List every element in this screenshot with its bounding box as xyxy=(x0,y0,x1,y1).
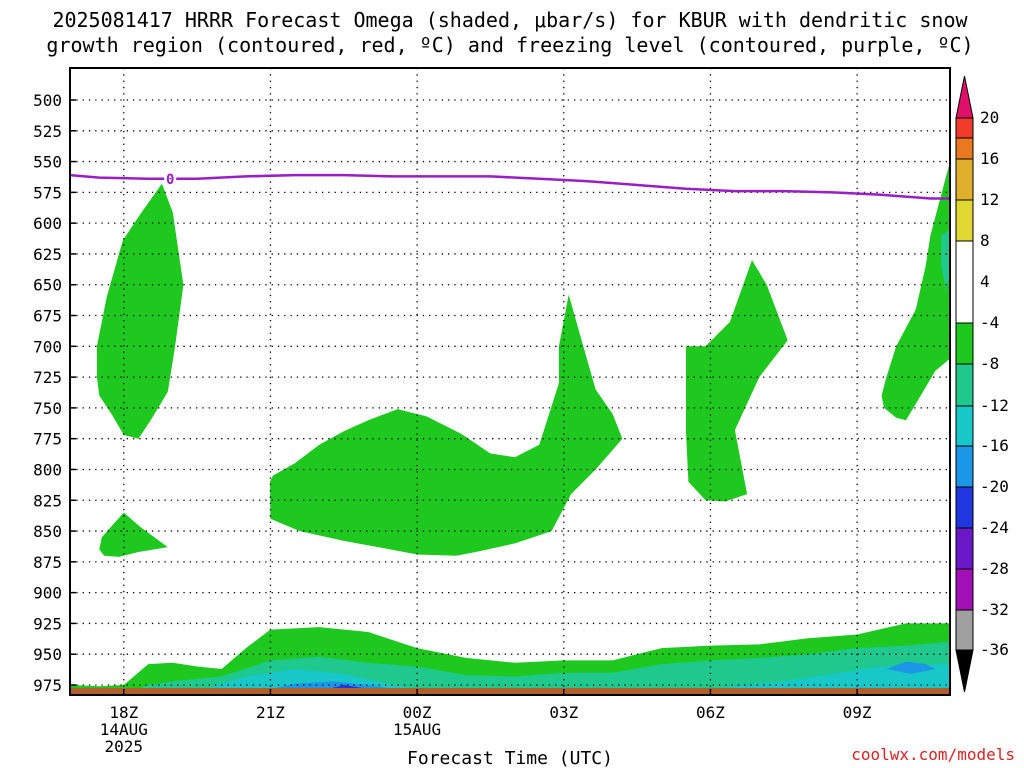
y-tick-label: 775 xyxy=(33,430,62,449)
y-tick-label: 650 xyxy=(33,276,62,295)
y-tick-label: 800 xyxy=(33,460,62,479)
colorbar-label: -12 xyxy=(980,396,1009,415)
chart-title-line2: growth region (contoured, red, ºC) and f… xyxy=(46,33,973,57)
y-tick-label: 975 xyxy=(33,676,62,695)
colorbar-box-11 xyxy=(955,527,974,570)
chart-title-line1: 2025081417 HRRR Forecast Omega (shaded, … xyxy=(52,8,968,32)
x-tick-label: 06Z xyxy=(696,703,725,722)
colorbar-label: -8 xyxy=(980,354,999,373)
colorbar-label: -36 xyxy=(980,640,1009,659)
colorbar-box-13 xyxy=(955,609,974,651)
colorbar-label: 4 xyxy=(980,272,990,291)
x-axis-label: Forecast Time (UTC) xyxy=(407,748,613,768)
x-tick-label: 18Z xyxy=(109,703,138,722)
y-tick-label: 725 xyxy=(33,368,62,387)
colorbar-box-5 xyxy=(955,240,974,324)
x-tick-label: 03Z xyxy=(549,703,578,722)
x-tick-label: 15AUG xyxy=(393,720,441,739)
y-tick-label: 875 xyxy=(33,553,62,572)
omega-region-3 xyxy=(270,294,623,556)
colorbar-label: -32 xyxy=(980,600,1009,619)
y-tick-label: 575 xyxy=(33,183,62,202)
x-tick-label: 00Z xyxy=(403,703,432,722)
colorbar-box-3 xyxy=(955,158,974,201)
plot-frame xyxy=(69,67,951,696)
x-tick-label: 21Z xyxy=(256,703,285,722)
plot-area: 0 xyxy=(69,67,951,696)
credit-text: coolwx.com/models xyxy=(851,745,1015,764)
colorbar: 20 16 12 8 4 -4 -8 -12 -16 -20 -24 -28 -32 -36 xyxy=(955,75,1009,693)
omega-region-4 xyxy=(686,260,788,502)
freezing-level-line xyxy=(69,173,950,200)
y-tick-label: 625 xyxy=(33,245,62,264)
colorbar-box-7 xyxy=(955,363,974,407)
colorbar-label: -4 xyxy=(980,313,999,332)
y-tick-label: 600 xyxy=(33,214,62,233)
colorbar-box-2 xyxy=(955,137,974,160)
colorbar-box-12 xyxy=(955,568,974,611)
colorbar-label: -16 xyxy=(980,436,1009,455)
y-tick-label: 550 xyxy=(33,153,62,172)
omega-region-6 xyxy=(941,229,950,291)
colorbar-box-10 xyxy=(955,486,974,529)
y-tick-label: 900 xyxy=(33,584,62,603)
colorbar-label: 12 xyxy=(980,190,999,209)
colorbar-label: -28 xyxy=(980,559,1009,578)
omega-region-2 xyxy=(99,512,168,557)
freezing-level-label: 0 xyxy=(166,172,174,188)
colorbar-box-8 xyxy=(955,405,974,447)
x-tick-label: 2025 xyxy=(105,737,144,756)
colorbar-box-1 xyxy=(955,117,974,139)
y-tick-label: 925 xyxy=(33,614,62,633)
colorbar-label: -24 xyxy=(980,518,1009,537)
colorbar-label: 20 xyxy=(980,108,999,127)
y-tick-label: 950 xyxy=(33,645,62,664)
y-tick-label: 825 xyxy=(33,491,62,510)
omega-region-5 xyxy=(881,161,950,421)
colorbar-bottom-triangle xyxy=(955,649,974,693)
colorbar-label: 16 xyxy=(980,149,999,168)
y-tick-label: 700 xyxy=(33,337,62,356)
colorbar-top-triangle xyxy=(955,75,974,119)
y-tick-label: 500 xyxy=(33,91,62,110)
freezing-label-bg xyxy=(164,170,177,186)
plot-background xyxy=(70,68,950,695)
y-tick-label: 750 xyxy=(33,399,62,418)
surface-band xyxy=(70,688,950,695)
y-tick-label: 850 xyxy=(33,522,62,541)
colorbar-box-6 xyxy=(955,322,974,365)
colorbar-box-9 xyxy=(955,445,974,488)
x-tick-label: 14AUG xyxy=(100,720,148,739)
omega-region-11 xyxy=(886,661,936,674)
colorbar-label: 8 xyxy=(980,231,990,250)
omega-region-1 xyxy=(96,183,184,439)
y-tick-label: 525 xyxy=(33,122,62,141)
colorbar-label: -20 xyxy=(980,477,1009,496)
colorbar-box-4 xyxy=(955,199,974,242)
y-tick-label: 675 xyxy=(33,307,62,326)
x-tick-label: 09Z xyxy=(843,703,872,722)
